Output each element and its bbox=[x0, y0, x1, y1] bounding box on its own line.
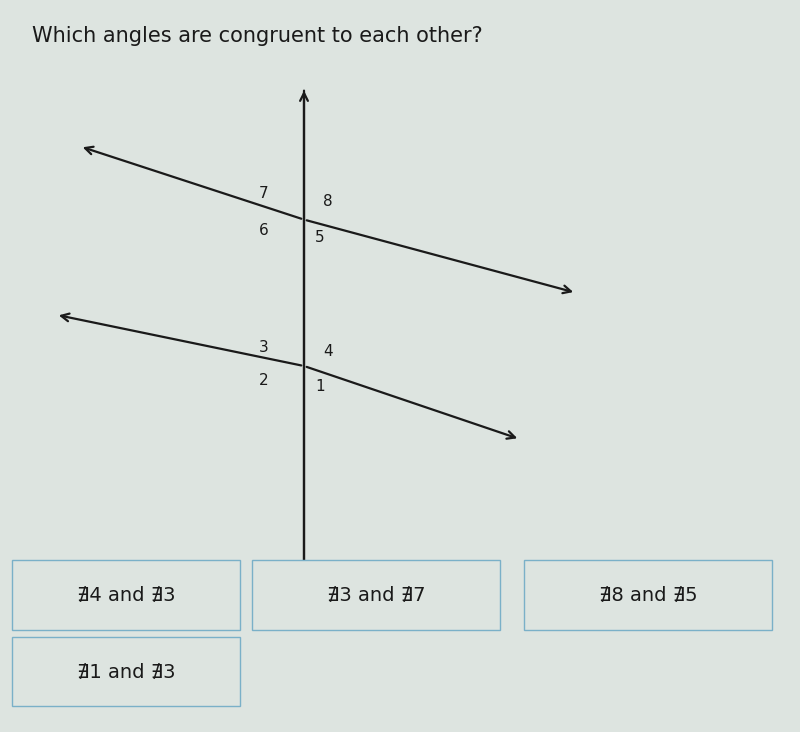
Text: 7: 7 bbox=[259, 187, 269, 201]
Text: 4: 4 bbox=[323, 344, 333, 359]
Text: 1: 1 bbox=[315, 379, 325, 394]
Text: 6: 6 bbox=[259, 223, 269, 238]
Text: Which angles are congruent to each other?: Which angles are congruent to each other… bbox=[32, 26, 482, 45]
Text: ∄1 and ∄3: ∄1 and ∄3 bbox=[77, 662, 175, 681]
Text: 8: 8 bbox=[323, 194, 333, 209]
Text: 3: 3 bbox=[259, 340, 269, 355]
Text: 2: 2 bbox=[259, 373, 269, 388]
Text: ∄8 and ∄5: ∄8 and ∄5 bbox=[598, 586, 698, 604]
Text: ∄3 and ∄7: ∄3 and ∄7 bbox=[326, 586, 426, 604]
Text: 5: 5 bbox=[315, 231, 325, 245]
Text: ∄4 and ∄3: ∄4 and ∄3 bbox=[77, 586, 175, 604]
